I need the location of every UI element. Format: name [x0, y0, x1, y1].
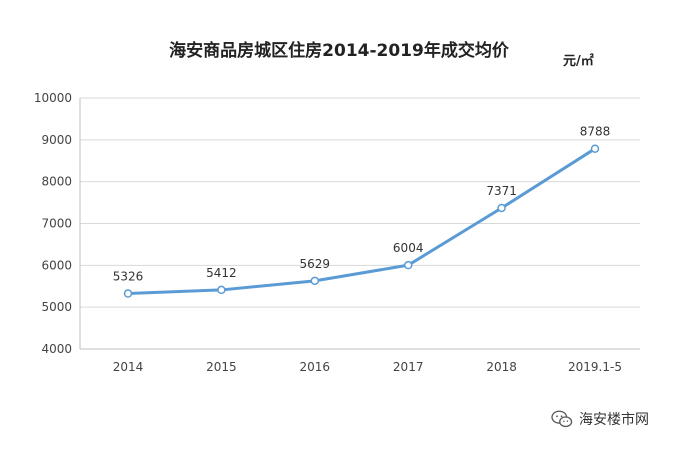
data-point	[403, 260, 413, 270]
y-tick-label: 7000	[41, 217, 72, 231]
data-point	[123, 289, 133, 298]
x-tick-label: 2019.1-5	[568, 360, 622, 374]
x-tick-labels: 2014 2015 2016 2017 2018 2019.1-5	[113, 360, 622, 374]
y-tick-label: 10000	[34, 91, 72, 105]
data-point	[590, 144, 600, 153]
watermark: 海安楼市网	[551, 409, 649, 429]
data-label: 5326	[113, 270, 144, 284]
series-line	[126, 147, 597, 296]
data-label: 6004	[393, 241, 424, 255]
y-tick-labels: 4000 5000 6000 7000 8000 9000 10000	[34, 91, 72, 356]
data-label: 7371	[486, 184, 517, 198]
watermark-text: 海安楼市网	[579, 412, 649, 428]
grid-lines	[80, 97, 640, 308]
wechat-icon	[551, 410, 573, 428]
x-tick-label: 2014	[113, 360, 144, 374]
data-label: 5629	[300, 257, 331, 271]
data-labels: 5326 5412 5629 6004 7371 8788	[113, 125, 611, 284]
y-tick-label: 5000	[41, 300, 72, 314]
data-label: 8788	[580, 125, 611, 139]
data-point	[217, 285, 226, 295]
data-label: 5412	[206, 266, 237, 280]
y-tick-label: 4000	[41, 342, 72, 356]
x-tick-label: 2015	[206, 360, 237, 374]
data-point	[497, 203, 506, 213]
unit-label: 元/㎡	[563, 54, 594, 69]
series	[123, 144, 600, 298]
x-tick-label: 2018	[486, 360, 517, 374]
x-tick-label: 2016	[300, 360, 331, 374]
axes	[79, 98, 640, 350]
y-tick-label: 6000	[41, 258, 72, 272]
y-tick-label: 8000	[41, 175, 72, 189]
y-tick-label: 9000	[41, 133, 72, 147]
data-point	[310, 276, 320, 286]
chart-title: 海安商品房城区住房2014-2019年成交均价	[169, 41, 509, 61]
x-tick-label: 2017	[393, 360, 424, 374]
